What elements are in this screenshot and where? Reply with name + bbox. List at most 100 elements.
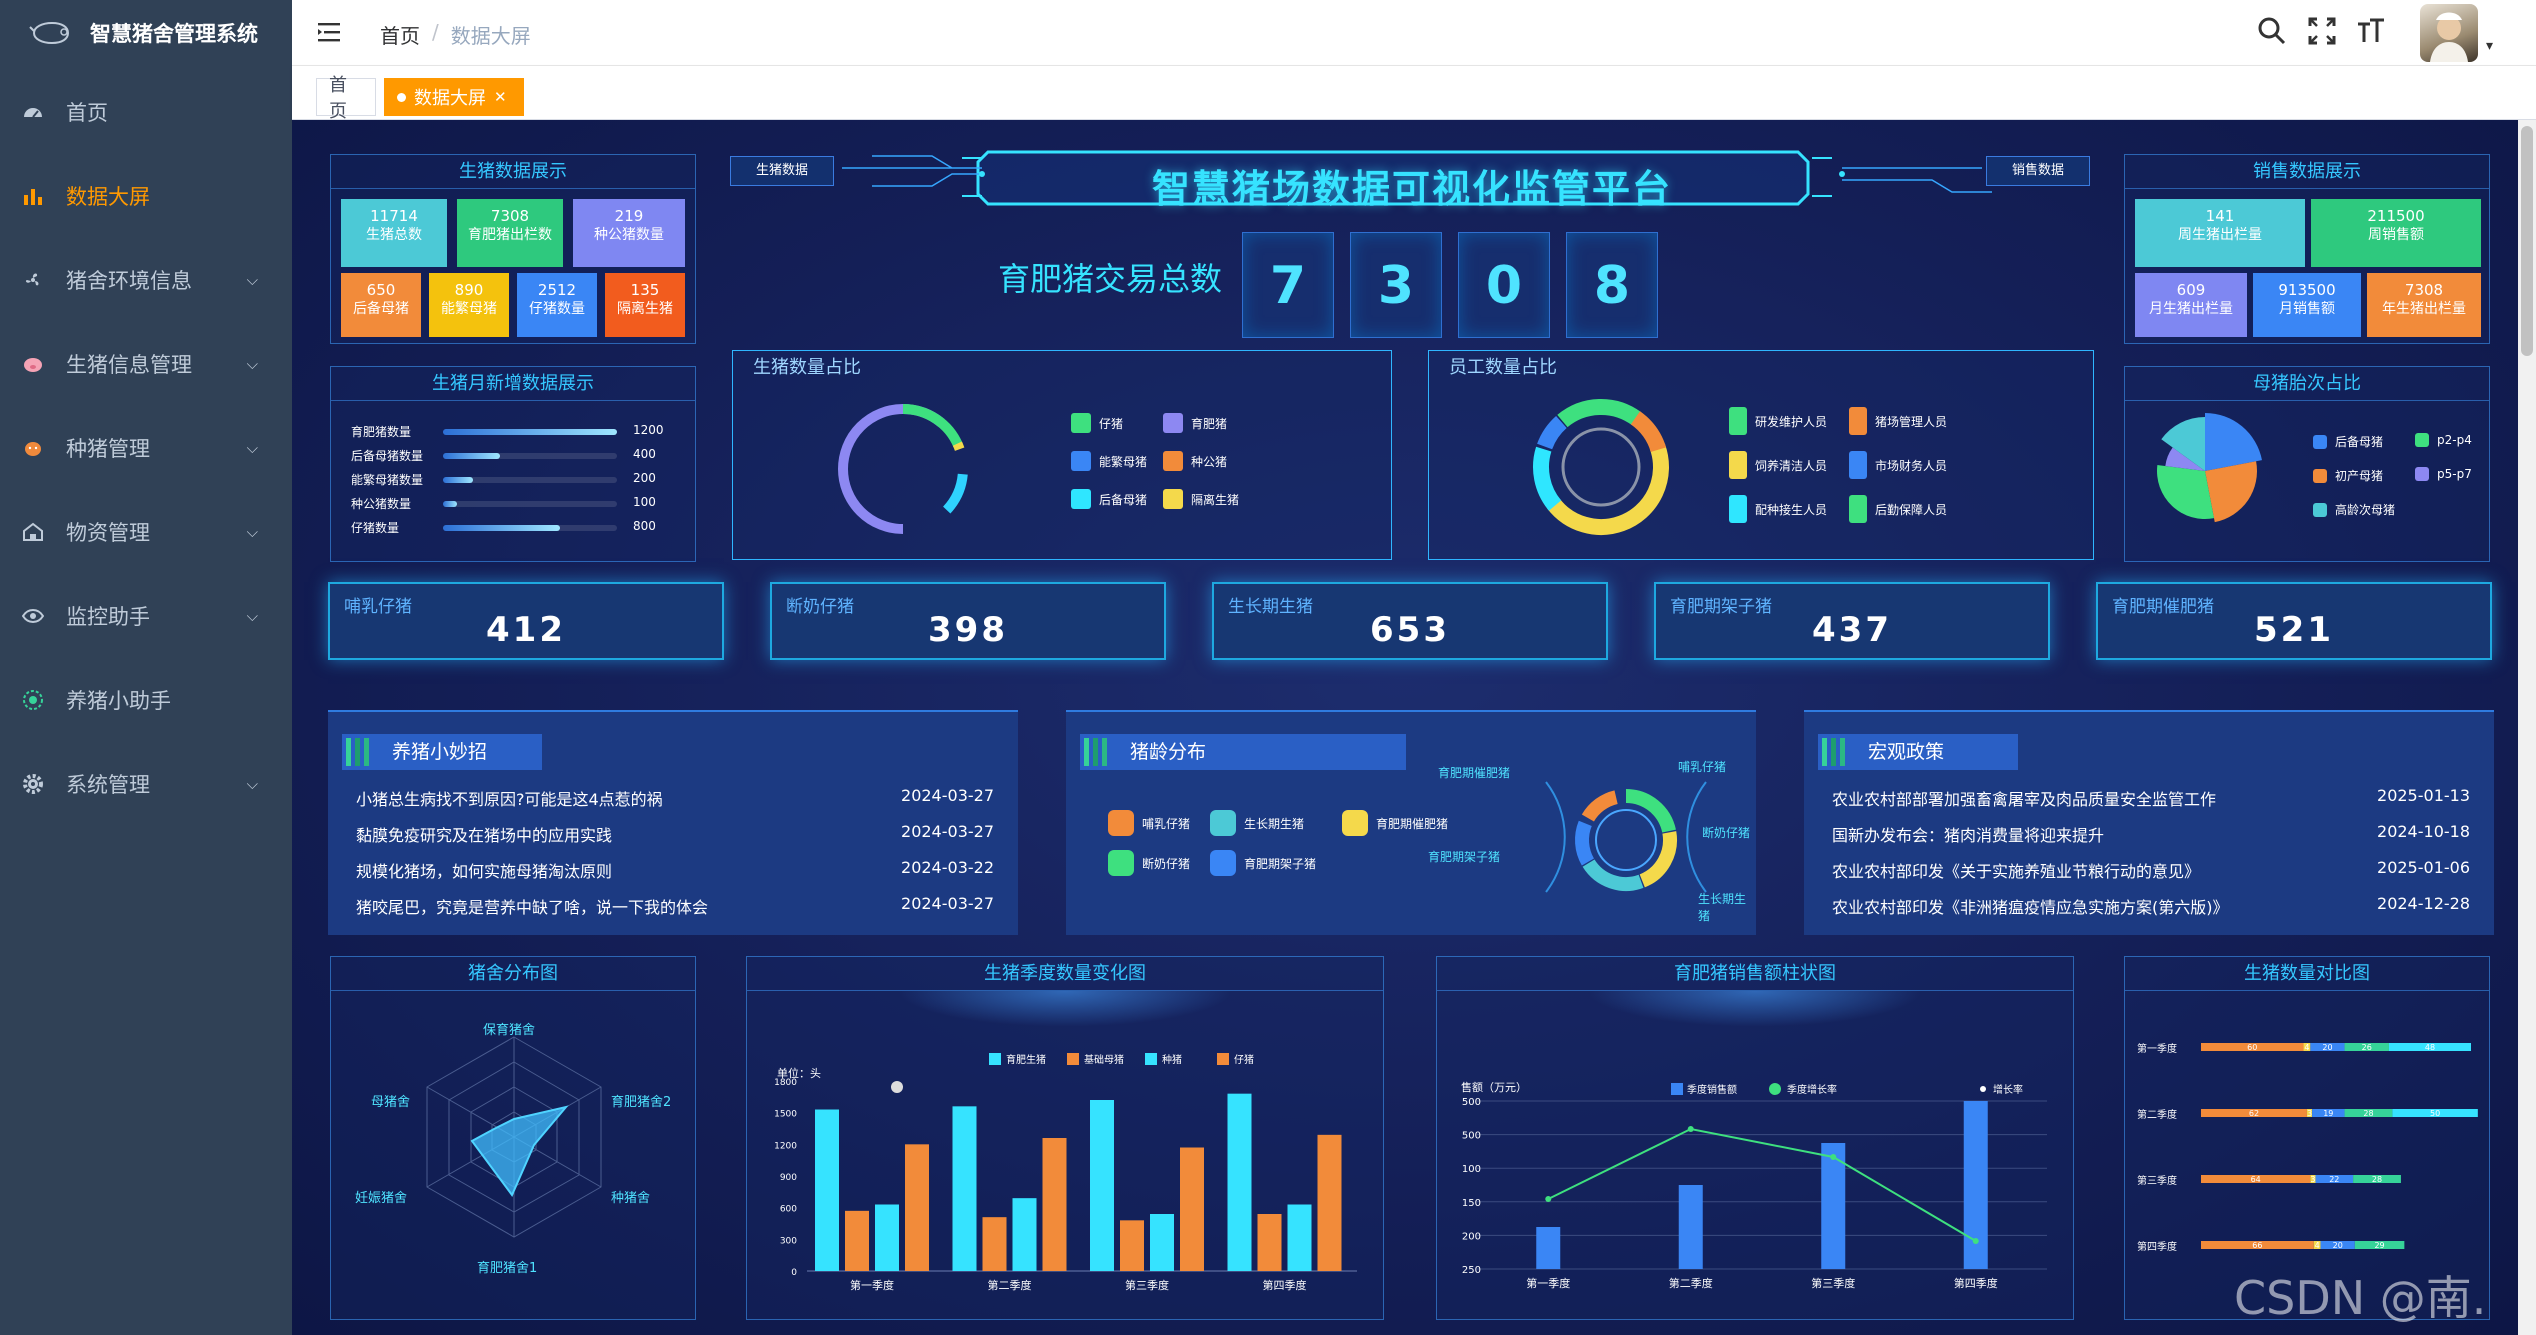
left-section-tag: 生猪数据 — [730, 156, 834, 186]
sidebar-item-monitor[interactable]: 监控助手 ⌵ — [0, 574, 292, 658]
legend-label: 后备母猪 — [2335, 435, 2384, 449]
news-item[interactable]: 国新办发布会：猪肉消费量将迎来提升 2024-10-18 — [1832, 822, 2470, 846]
radar-label: 保育猪舍 — [483, 1023, 536, 1038]
bar — [875, 1204, 899, 1271]
stat-value: 211500 — [2367, 207, 2425, 225]
sidebar-item-pig-info[interactable]: 生猪信息管理 ⌵ — [0, 322, 292, 406]
news-item[interactable]: 猪咬尾巴，究竟是营养中缺了啥，说一下我的体会 2024-03-27 — [356, 894, 994, 918]
legend-label: 高龄次母猪 — [2335, 503, 2396, 517]
monthly-bar — [443, 501, 457, 507]
breadcrumb-home[interactable]: 首页 — [380, 24, 420, 48]
bar — [1150, 1214, 1174, 1271]
legend-swatch — [1108, 810, 1134, 836]
news-title: 小猪总生病找不到原因?可能是这4点惹的祸 — [356, 790, 663, 809]
bar-segment — [2312, 1109, 2345, 1117]
staff-ratio-donut — [1533, 399, 1669, 535]
x-tick-label: 第四季度 — [1954, 1276, 1998, 1290]
news-item[interactable]: 农业农村部部署加强畜禽屠宰及肉品质量安全监管工作 2025-01-13 — [1832, 786, 2470, 810]
legend-label: 育肥猪 — [1191, 416, 1228, 431]
sidebar-item-system[interactable]: 系统管理 ⌵ — [0, 742, 292, 826]
bar-segment — [2201, 1109, 2307, 1117]
legend-swatch — [1729, 451, 1747, 479]
stat-value: 609 — [2176, 281, 2206, 299]
bar-segment — [2306, 1109, 2313, 1117]
legend-item: 生长期生猪 — [1210, 810, 1304, 836]
card-header: 宏观政策 — [1818, 734, 2018, 770]
y-tick-label: 第四季度 — [2137, 1240, 2177, 1253]
stage-card: 断奶仔猪 398 — [770, 582, 1166, 660]
staff-ratio-panel: 员工数量占比 研发维护人员 猪场管理人员 饲养清洁人员 市场财务人员 配种接生人… — [1428, 350, 2094, 560]
trade-digit: 7 — [1242, 232, 1334, 338]
avatar[interactable] — [2420, 4, 2478, 62]
hamburger-icon[interactable] — [318, 22, 342, 42]
data-label: 3 — [2310, 1175, 2315, 1184]
close-icon[interactable]: ✕ — [494, 88, 507, 106]
sidebar-item-assistant[interactable]: 养猪小助手 — [0, 658, 292, 742]
sidebar-item-data-screen[interactable]: 数据大屏 — [0, 154, 292, 238]
sales-box-month-out: 609 月生猪出栏量 — [2135, 273, 2247, 337]
stage-label: 哺乳仔猪 — [344, 597, 412, 617]
search-icon[interactable] — [2257, 16, 2287, 50]
sidebar-item-breeding[interactable]: 种猪管理 ⌵ — [0, 406, 292, 490]
news-item[interactable]: 农业农村部印发《非洲猪瘟疫情应急实施方案(第六版)》 2024-12-28 — [1832, 894, 2470, 918]
legend-item: 能繁母猪 — [1071, 451, 1147, 471]
legend-swatch — [2415, 433, 2429, 447]
news-item[interactable]: 规模化猪场，如何实施母猪淘汰原则 2024-03-22 — [356, 858, 994, 882]
legend-item: 猪场管理人员 — [1849, 407, 1947, 435]
line-point — [1830, 1154, 1837, 1160]
sidebar-label: 首页 — [66, 101, 108, 125]
scrollbar-thumb[interactable] — [2521, 126, 2533, 356]
sidebar-item-environment[interactable]: 猪舍环境信息 ⌵ — [0, 238, 292, 322]
legend-swatch — [1108, 850, 1134, 876]
y-tick-label: 900 — [780, 1173, 797, 1183]
stat-box-reserve: 650 后备母猪 — [341, 273, 421, 337]
litter-panel: 母猪胎次占比 后备母猪 p2-p4 初产母猪 p5-p7 高龄次母猪 — [2124, 366, 2490, 562]
news-date: 2024-03-27 — [901, 786, 994, 805]
monthly-row-value: 800 — [633, 519, 656, 533]
stat-value: 141 — [2205, 207, 2235, 225]
tab-data-screen[interactable]: 数据大屏 ✕ — [384, 78, 524, 116]
news-item[interactable]: 小猪总生病找不到原因?可能是这4点惹的祸 2024-03-27 — [356, 786, 994, 810]
vertical-scrollbar[interactable] — [2518, 120, 2536, 1335]
bar-segment — [2310, 1043, 2345, 1051]
top-navbar: 首页 / 数据大屏 ▾ — [292, 0, 2536, 66]
chevron-down-icon: ⌵ — [246, 355, 258, 373]
data-label: 66 — [2252, 1241, 2262, 1250]
monthly-bar-track — [443, 429, 617, 435]
tab-label: 数据大屏 — [414, 88, 486, 109]
fullscreen-icon[interactable] — [2307, 16, 2337, 50]
title-frame — [842, 150, 1992, 206]
news-date: 2024-10-18 — [2377, 822, 2470, 841]
pig-stats-panel: 生猪数据展示 11714 生猪总数 7308 育肥猪出栏数 219 种公猪数量 650… — [330, 154, 696, 344]
breadcrumb: 首页 / 数据大屏 — [380, 20, 531, 49]
panel-title: 生猪数量对比图 — [2125, 957, 2489, 991]
sidebar-label: 物资管理 — [66, 521, 150, 545]
house-icon — [22, 521, 44, 543]
news-item[interactable]: 农业农村部印发《关于实施养殖业节粮行动的意见》 2025-01-06 — [1832, 858, 2470, 882]
y-tick-label: 100 — [1462, 1164, 1481, 1175]
stat-value: 11714 — [370, 207, 418, 225]
news-date: 2025-01-13 — [2377, 786, 2470, 805]
tags-view: 首页 数据大屏 ✕ — [292, 66, 2536, 122]
y-tick-label: 600 — [780, 1205, 797, 1215]
bar — [1090, 1100, 1114, 1271]
tab-home[interactable]: 首页 — [316, 75, 376, 122]
pie-slice — [2161, 417, 2205, 471]
news-item[interactable]: 黏膜免疫研究及在猪场中的应用实践 2024-03-27 — [356, 822, 994, 846]
stage-label: 生长期生猪 — [1228, 597, 1313, 617]
stage-label: 育肥期催肥猪 — [2112, 597, 2214, 617]
font-size-icon[interactable] — [2356, 16, 2386, 50]
stat-label: 种公猪数量 — [594, 227, 664, 243]
stat-label: 月销售额 — [2279, 301, 2335, 317]
main-content: 智慧猪场数据可视化监管平台 生猪数据 销售数据 育肥猪交易总数 7 3 0 8 … — [292, 120, 2536, 1335]
data-label: 28 — [2363, 1109, 2373, 1118]
sidebar-item-supplies[interactable]: 物资管理 ⌵ — [0, 490, 292, 574]
stat-label: 周销售额 — [2368, 227, 2424, 243]
bar — [1227, 1093, 1252, 1271]
sidebar-item-home[interactable]: 首页 — [0, 70, 292, 154]
monthly-bar-track — [443, 453, 617, 459]
legend-label: 育肥生猪 — [1006, 1053, 1046, 1066]
caret-down-icon[interactable]: ▾ — [2486, 38, 2494, 54]
gear-icon — [22, 773, 44, 795]
stat-label: 能繁母猪 — [441, 301, 497, 317]
